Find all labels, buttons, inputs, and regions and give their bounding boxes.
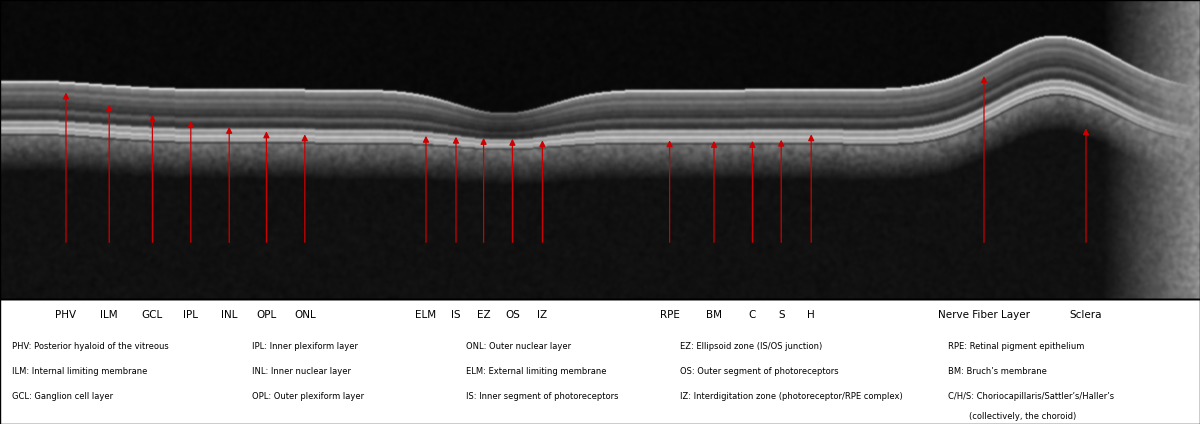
- Text: RPE: RPE: [660, 310, 679, 320]
- Text: S: S: [778, 310, 785, 320]
- Text: IS: Inner segment of photoreceptors: IS: Inner segment of photoreceptors: [466, 392, 618, 401]
- Text: GCL: GCL: [142, 310, 163, 320]
- Text: GCL: Ganglion cell layer: GCL: Ganglion cell layer: [12, 392, 113, 401]
- Text: Sclera: Sclera: [1069, 310, 1103, 320]
- Text: EZ: Ellipsoid zone (IS/OS junction): EZ: Ellipsoid zone (IS/OS junction): [680, 342, 823, 351]
- Text: OPL: Outer plexiform layer: OPL: Outer plexiform layer: [252, 392, 364, 401]
- Text: ELM: External limiting membrane: ELM: External limiting membrane: [466, 367, 606, 376]
- Text: ILM: Internal limiting membrane: ILM: Internal limiting membrane: [12, 367, 148, 376]
- Text: ONL: ONL: [294, 310, 316, 320]
- Text: OS: OS: [505, 310, 520, 320]
- Text: ELM: ELM: [415, 310, 437, 320]
- Text: IZ: Interdigitation zone (photoreceptor/RPE complex): IZ: Interdigitation zone (photoreceptor/…: [680, 392, 904, 401]
- Text: OS: Outer segment of photoreceptors: OS: Outer segment of photoreceptors: [680, 367, 839, 376]
- Text: IZ: IZ: [538, 310, 547, 320]
- Text: C/H/S: Choriocapillaris/Sattler’s/Haller’s: C/H/S: Choriocapillaris/Sattler’s/Haller…: [948, 392, 1114, 401]
- Text: ILM: ILM: [101, 310, 118, 320]
- Text: INL: Inner nuclear layer: INL: Inner nuclear layer: [252, 367, 352, 376]
- Text: IPL: Inner plexiform layer: IPL: Inner plexiform layer: [252, 342, 358, 351]
- Text: IPL: IPL: [184, 310, 198, 320]
- Text: H: H: [808, 310, 815, 320]
- Text: Nerve Fiber Layer: Nerve Fiber Layer: [938, 310, 1030, 320]
- Text: RPE: Retinal pigment epithelium: RPE: Retinal pigment epithelium: [948, 342, 1085, 351]
- Text: INL: INL: [221, 310, 238, 320]
- Text: BM: Bruch’s membrane: BM: Bruch’s membrane: [948, 367, 1046, 376]
- Text: OPL: OPL: [257, 310, 276, 320]
- Text: (collectively, the choroid): (collectively, the choroid): [948, 412, 1076, 421]
- Text: PHV: Posterior hyaloid of the vitreous: PHV: Posterior hyaloid of the vitreous: [12, 342, 169, 351]
- Text: C: C: [749, 310, 756, 320]
- Text: EZ: EZ: [476, 310, 491, 320]
- Text: ONL: Outer nuclear layer: ONL: Outer nuclear layer: [466, 342, 571, 351]
- Text: PHV: PHV: [55, 310, 77, 320]
- Text: IS: IS: [451, 310, 461, 320]
- Text: BM: BM: [706, 310, 722, 320]
